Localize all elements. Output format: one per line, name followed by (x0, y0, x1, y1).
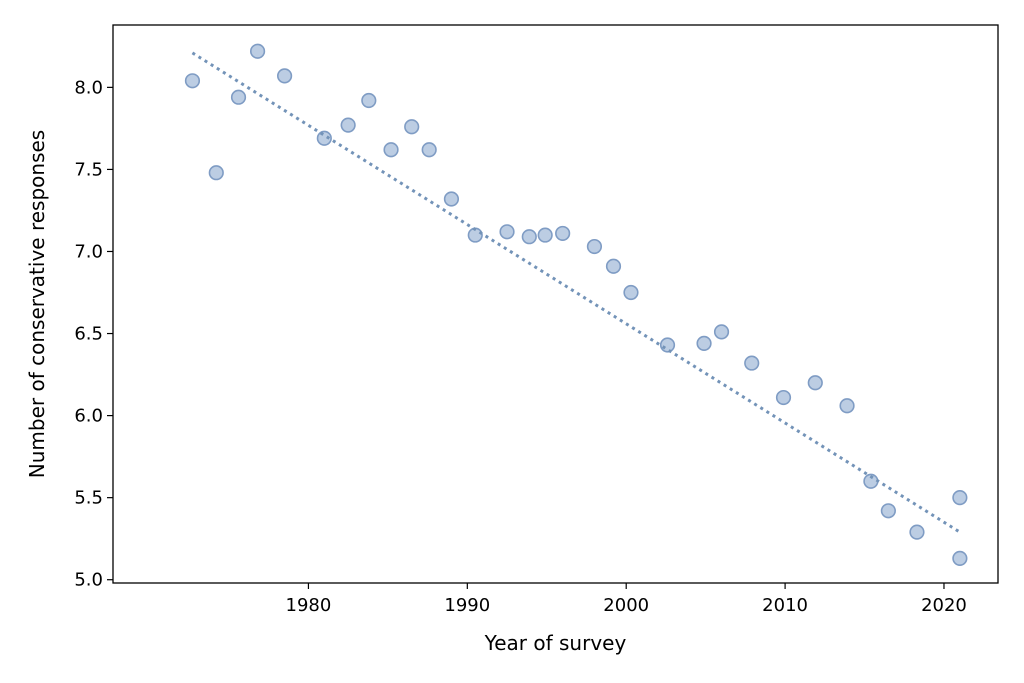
x-tick-label-1980: 1980 (286, 595, 332, 616)
data-point-25 (807, 375, 823, 391)
data-point-10 (421, 142, 437, 158)
x-tick-label-2010: 2010 (762, 595, 808, 616)
data-point-9 (404, 119, 420, 135)
y-axis-ticks: 5.0 5.5 6.0 6.5 7.0 7.5 8.0 (74, 77, 113, 591)
data-point-0 (184, 73, 201, 89)
y-tick-label-5: 5.0 (74, 570, 103, 591)
y-tick-label-5.5: 5.5 (74, 488, 103, 509)
data-point-1 (208, 165, 224, 181)
data-point-11 (443, 191, 460, 207)
data-point-20 (659, 337, 676, 353)
x-axis-label: Year of survey (484, 631, 627, 655)
data-point-29 (909, 524, 925, 540)
x-tick-label-1990: 1990 (444, 595, 490, 616)
data-point-15 (537, 227, 553, 243)
data-point-6 (340, 117, 356, 133)
plot-frame (112, 24, 999, 584)
data-point-23 (744, 355, 760, 371)
y-tick-label-6.5: 6.5 (74, 324, 103, 345)
data-point-16 (555, 225, 571, 242)
y-tick-label-8: 8.0 (74, 77, 103, 98)
data-points (184, 43, 968, 566)
data-point-7 (361, 92, 377, 109)
y-tick-label-7: 7.0 (74, 241, 103, 262)
data-point-26 (839, 398, 855, 414)
data-point-14 (521, 229, 537, 245)
data-point-31 (952, 490, 968, 506)
data-point-30 (952, 550, 968, 566)
data-point-8 (383, 142, 399, 158)
x-tick-label-2020: 2020 (921, 595, 967, 616)
data-point-17 (586, 238, 603, 255)
data-point-21 (696, 335, 712, 351)
data-point-28 (880, 503, 896, 519)
x-tick-label-2000: 2000 (603, 595, 649, 616)
data-point-2 (230, 89, 247, 105)
data-point-13 (499, 224, 515, 240)
y-axis-label: Number of conservative responses (25, 130, 49, 478)
data-point-4 (276, 68, 293, 84)
data-point-19 (623, 284, 639, 301)
x-axis-ticks: 1980 1990 2000 2010 2020 (286, 583, 967, 616)
data-point-3 (249, 43, 266, 59)
y-tick-label-7.5: 7.5 (74, 159, 103, 180)
data-point-22 (713, 324, 730, 340)
y-tick-label-6: 6.0 (74, 406, 103, 427)
data-point-18 (605, 258, 622, 274)
data-point-24 (775, 389, 792, 406)
